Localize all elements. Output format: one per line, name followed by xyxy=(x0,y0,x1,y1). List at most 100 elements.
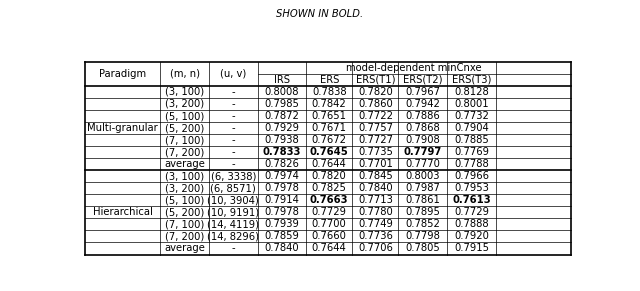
Text: -: - xyxy=(232,111,235,121)
Text: 0.7700: 0.7700 xyxy=(312,219,347,229)
Text: 0.7735: 0.7735 xyxy=(358,147,393,157)
Text: 0.7860: 0.7860 xyxy=(358,99,393,109)
Text: (3, 200): (3, 200) xyxy=(165,99,204,109)
Text: 0.7820: 0.7820 xyxy=(312,171,347,181)
Text: 0.7929: 0.7929 xyxy=(264,123,300,133)
Text: 0.7845: 0.7845 xyxy=(358,171,393,181)
Text: (u, v): (u, v) xyxy=(220,69,246,79)
Text: Multi-granular: Multi-granular xyxy=(87,123,158,133)
Text: (3, 200): (3, 200) xyxy=(165,183,204,193)
Text: ERS: ERS xyxy=(319,75,339,85)
Text: 0.7613: 0.7613 xyxy=(452,195,491,205)
Text: 0.7805: 0.7805 xyxy=(405,244,440,253)
Text: 0.7736: 0.7736 xyxy=(358,231,393,242)
Text: 0.8001: 0.8001 xyxy=(454,99,489,109)
Text: 0.7645: 0.7645 xyxy=(310,147,349,157)
Text: (5, 200): (5, 200) xyxy=(165,123,204,133)
Text: 0.8008: 0.8008 xyxy=(264,87,299,97)
Text: 0.7833: 0.7833 xyxy=(262,147,301,157)
Text: -: - xyxy=(232,87,235,97)
Text: 0.7663: 0.7663 xyxy=(310,195,348,205)
Text: 0.7660: 0.7660 xyxy=(312,231,347,242)
Text: Paradigm: Paradigm xyxy=(99,69,146,79)
Text: 0.7895: 0.7895 xyxy=(405,207,440,217)
Text: ERS(T1): ERS(T1) xyxy=(356,75,395,85)
Text: 0.7938: 0.7938 xyxy=(264,135,299,145)
Text: SHOWN IN BOLD.: SHOWN IN BOLD. xyxy=(276,9,364,19)
Text: IRS: IRS xyxy=(274,75,290,85)
Text: 0.7840: 0.7840 xyxy=(358,183,393,193)
Text: (10, 9191): (10, 9191) xyxy=(207,207,259,217)
Text: (5, 100): (5, 100) xyxy=(165,111,204,121)
Text: 0.7868: 0.7868 xyxy=(405,123,440,133)
Text: 0.7798: 0.7798 xyxy=(405,231,440,242)
Text: (7, 100): (7, 100) xyxy=(165,135,204,145)
Text: 0.7644: 0.7644 xyxy=(312,244,347,253)
Text: 0.7671: 0.7671 xyxy=(312,123,347,133)
Text: 0.7886: 0.7886 xyxy=(405,111,440,121)
Text: 0.7727: 0.7727 xyxy=(358,135,393,145)
Text: -: - xyxy=(232,159,235,169)
Text: average: average xyxy=(164,244,205,253)
Text: 0.7966: 0.7966 xyxy=(454,171,489,181)
Text: -: - xyxy=(232,123,235,133)
Text: 0.7797: 0.7797 xyxy=(404,147,442,157)
Text: 0.7967: 0.7967 xyxy=(405,87,440,97)
Text: 0.7706: 0.7706 xyxy=(358,244,393,253)
Text: 0.7904: 0.7904 xyxy=(454,123,489,133)
Text: 0.7701: 0.7701 xyxy=(358,159,393,169)
Text: 0.7757: 0.7757 xyxy=(358,123,393,133)
Text: Hierarchical: Hierarchical xyxy=(93,207,152,217)
Text: 0.7953: 0.7953 xyxy=(454,183,489,193)
Text: 0.7852: 0.7852 xyxy=(405,219,440,229)
Text: 0.7729: 0.7729 xyxy=(454,207,489,217)
Text: model-dependent minCnxe: model-dependent minCnxe xyxy=(346,63,482,73)
Text: 0.7859: 0.7859 xyxy=(264,231,300,242)
Text: (6, 8571): (6, 8571) xyxy=(211,183,256,193)
Text: 0.7644: 0.7644 xyxy=(312,159,347,169)
Text: -: - xyxy=(232,147,235,157)
Text: 0.7842: 0.7842 xyxy=(312,99,347,109)
Text: 0.7780: 0.7780 xyxy=(358,207,393,217)
Text: 0.7713: 0.7713 xyxy=(358,195,393,205)
Text: 0.7885: 0.7885 xyxy=(454,135,489,145)
Text: ERS(T3): ERS(T3) xyxy=(452,75,491,85)
Text: 0.7722: 0.7722 xyxy=(358,111,393,121)
Text: (5, 200): (5, 200) xyxy=(165,207,204,217)
Text: (7, 200): (7, 200) xyxy=(165,147,204,157)
Text: 0.7826: 0.7826 xyxy=(264,159,300,169)
Text: 0.8128: 0.8128 xyxy=(454,87,489,97)
Text: (14, 4119): (14, 4119) xyxy=(207,219,259,229)
Text: 0.7729: 0.7729 xyxy=(312,207,347,217)
Text: -: - xyxy=(232,99,235,109)
Text: (7, 100): (7, 100) xyxy=(165,219,204,229)
Text: (7, 200): (7, 200) xyxy=(165,231,204,242)
Text: 0.8003: 0.8003 xyxy=(406,171,440,181)
Text: 0.7820: 0.7820 xyxy=(358,87,393,97)
Text: 0.7788: 0.7788 xyxy=(454,159,489,169)
Text: 0.7651: 0.7651 xyxy=(312,111,347,121)
Text: -: - xyxy=(232,244,235,253)
Text: 0.7908: 0.7908 xyxy=(405,135,440,145)
Text: (5, 100): (5, 100) xyxy=(165,195,204,205)
Text: 0.7974: 0.7974 xyxy=(264,171,300,181)
Text: (m, n): (m, n) xyxy=(170,69,200,79)
Text: (3, 100): (3, 100) xyxy=(165,171,204,181)
Text: 0.7861: 0.7861 xyxy=(405,195,440,205)
Text: 0.7985: 0.7985 xyxy=(264,99,300,109)
Text: 0.7888: 0.7888 xyxy=(454,219,489,229)
Text: 0.7987: 0.7987 xyxy=(405,183,440,193)
Text: 0.7749: 0.7749 xyxy=(358,219,393,229)
Text: (6, 3338): (6, 3338) xyxy=(211,171,256,181)
Text: 0.7915: 0.7915 xyxy=(454,244,489,253)
Text: (10, 3904): (10, 3904) xyxy=(207,195,259,205)
Text: 0.7978: 0.7978 xyxy=(264,207,300,217)
Text: (14, 8296): (14, 8296) xyxy=(207,231,259,242)
Text: 0.7770: 0.7770 xyxy=(405,159,440,169)
Text: 0.7939: 0.7939 xyxy=(264,219,300,229)
Text: average: average xyxy=(164,159,205,169)
Text: 0.7769: 0.7769 xyxy=(454,147,489,157)
Text: 0.7914: 0.7914 xyxy=(264,195,300,205)
Text: 0.7732: 0.7732 xyxy=(454,111,489,121)
Text: 0.7872: 0.7872 xyxy=(264,111,300,121)
